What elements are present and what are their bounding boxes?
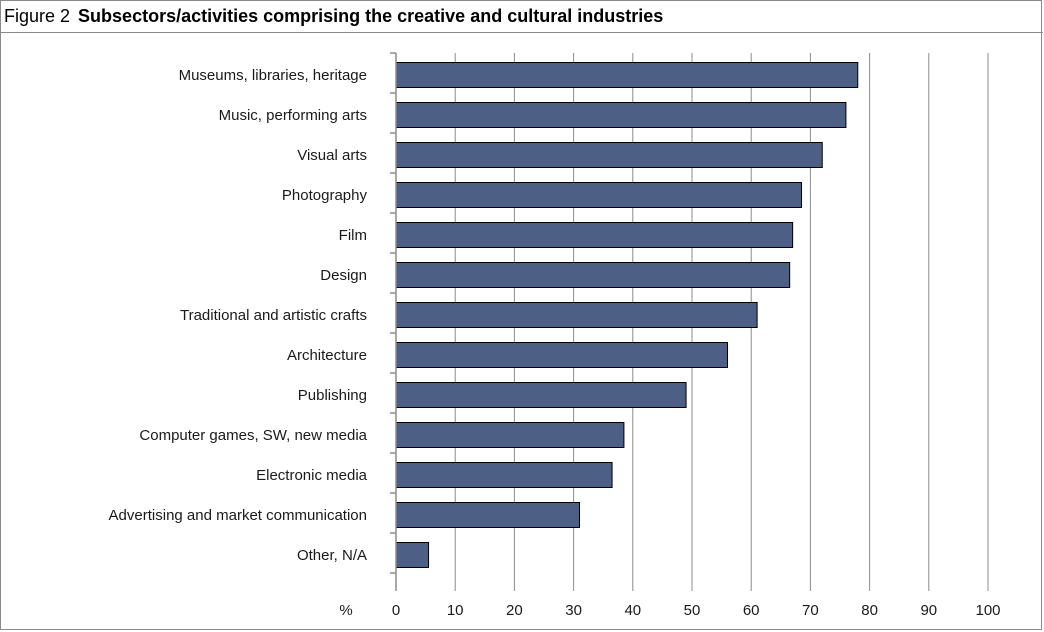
figure-title: Subsectors/activities comprising the cre… <box>78 6 664 26</box>
bars <box>395 62 859 568</box>
x-tick-label: 80 <box>861 602 878 619</box>
category-label: Other, N/A <box>297 547 367 564</box>
category-label: Photography <box>282 187 368 204</box>
x-tick-label: 30 <box>565 602 582 619</box>
x-tick-labels: 0 10 20 30 40 50 60 70 80 90 100 <box>392 602 1001 619</box>
x-tick-label: 50 <box>684 602 701 619</box>
x-tick-label: 60 <box>743 602 760 619</box>
category-label: Architecture <box>287 347 367 364</box>
bar <box>395 222 794 248</box>
category-label: Film <box>339 227 367 244</box>
x-tick-label: 10 <box>447 602 464 619</box>
y-axis <box>390 52 397 591</box>
category-label: Advertising and market communication <box>109 507 367 524</box>
category-label: Design <box>320 267 367 284</box>
x-tick-label: 0 <box>392 602 400 619</box>
bar-chart: Museums, libraries, heritage Music, perfo… <box>109 52 1001 619</box>
x-tick-label: 40 <box>624 602 641 619</box>
category-labels: Museums, libraries, heritage Music, perfo… <box>109 67 368 564</box>
category-label: Publishing <box>298 387 367 404</box>
bar <box>395 422 625 448</box>
bar <box>395 382 687 408</box>
bar <box>395 102 847 128</box>
x-tick-label: 90 <box>920 602 937 619</box>
category-label: Music, performing arts <box>219 107 367 124</box>
x-tick-label: 100 <box>975 602 1000 619</box>
category-label: Computer games, SW, new media <box>139 427 367 444</box>
bar <box>395 542 430 568</box>
x-tick-label: 70 <box>802 602 819 619</box>
category-label: Electronic media <box>256 467 368 484</box>
category-label: Visual arts <box>297 147 367 164</box>
category-label: Traditional and artistic crafts <box>180 307 367 324</box>
bar <box>395 142 823 168</box>
bar <box>395 182 803 208</box>
bar <box>395 342 729 368</box>
bar <box>395 302 758 328</box>
x-axis-unit-label: % <box>339 602 352 619</box>
bar <box>395 502 581 528</box>
bar <box>395 262 791 288</box>
bar <box>395 62 859 88</box>
bar <box>395 462 613 488</box>
figure-title-bar: Figure 2 Subsectors/activities comprisin… <box>1 1 1043 33</box>
category-label: Museums, libraries, heritage <box>179 67 367 84</box>
figure-label: Figure 2 <box>4 6 71 26</box>
x-tick-label: 20 <box>506 602 523 619</box>
